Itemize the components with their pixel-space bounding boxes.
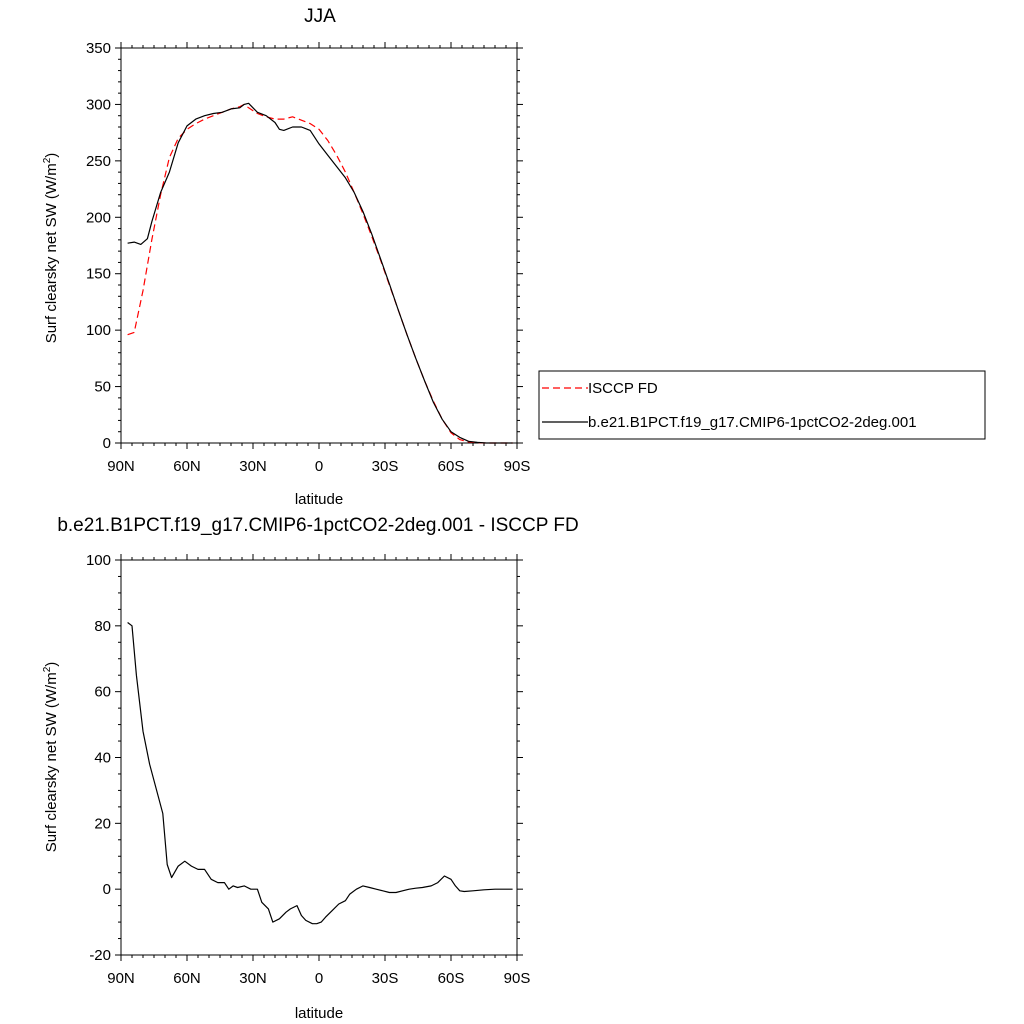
top-plot-area: 90N 60N 30N 0 30S 60S 90S 0 50 100 150 200 250 300 350 [86,40,530,475]
legend: ISCCP FD b.e21.B1PCT.f19_g17.CMIP6-1pctC… [538,370,986,440]
top-y-tick-label: 250 [86,153,111,170]
bottom-series-line-0 [127,622,513,925]
bottom-y-label-main: Surf clearsky net SW (W/m [43,672,60,852]
bottom-y-tick-label: 80 [94,618,111,635]
bottom-plot-area: 90N 60N 30N 0 30S 60S 90S -20 0 20 40 60 80 100 [86,552,530,987]
top-x-tick-label: 30N [239,458,267,475]
bottom-y-tick-label: 60 [94,684,111,701]
top-y-tick-label: 300 [86,96,111,113]
top-y-tick-label: 350 [86,40,111,57]
top-x-tick-label: 0 [315,458,323,475]
bottom-x-tick-label: 90S [504,970,531,987]
bottom-x-tick-label: 60N [173,970,201,987]
top-y-tick-label: 50 [94,379,111,396]
bottom-y-tick-label: 20 [94,815,111,832]
top-y-tick-label: 150 [86,266,111,283]
top-series-line-1 [127,102,513,444]
bottom-x-axis-label: latitude [295,1005,343,1022]
top-x-tick-label: 30S [372,458,399,475]
bottom-plot-frame [120,559,518,956]
top-x-tick-label: 90N [107,458,135,475]
top-chart-title: JJA [304,6,336,27]
top-x-axis-label: latitude [295,491,343,508]
top-y-tick-label: 100 [86,322,111,339]
bottom-y-label-sup: 2 [42,666,53,672]
legend-label-model: b.e21.B1PCT.f19_g17.CMIP6-1pctCO2-2deg.0… [588,414,917,431]
top-y-tick-label: 200 [86,209,111,226]
top-y-label-tail: ) [43,153,60,158]
bottom-x-tick-label: 90N [107,970,135,987]
top-y-tick-label: 0 [103,435,111,452]
top-plot-frame [120,47,518,444]
top-x-tick-label: 60N [173,458,201,475]
legend-frame [538,370,986,440]
bottom-y-tick-label: 40 [94,750,111,767]
top-x-tick-label: 60S [438,458,465,475]
top-x-tick-label: 90S [504,458,531,475]
top-series-line-0 [127,103,513,444]
top-y-label-main: Surf clearsky net SW (W/m [43,163,60,343]
top-y-axis-label: Surf clearsky net SW (W/m2) [42,153,60,344]
top-panel: JJA 90N 60N 30N 0 30S 60S 90S 0 50 100 150 200 250 30… [42,6,530,508]
bottom-x-tick-label: 30N [239,970,267,987]
bottom-y-tick-label: 0 [103,881,111,898]
bottom-y-tick-label: -20 [89,947,111,964]
bottom-x-tick-label: 60S [438,970,465,987]
bottom-panel: b.e21.B1PCT.f19_g17.CMIP6-1pctCO2-2deg.0… [42,515,579,1022]
bottom-chart-title: b.e21.B1PCT.f19_g17.CMIP6-1pctCO2-2deg.0… [57,515,578,536]
legend-label-isccp: ISCCP FD [588,380,658,397]
top-y-label-sup: 2 [42,157,53,163]
bottom-y-axis-label: Surf clearsky net SW (W/m2) [42,662,60,853]
bottom-x-tick-label: 0 [315,970,323,987]
bottom-x-tick-label: 30S [372,970,399,987]
bottom-y-label-tail: ) [43,662,60,667]
bottom-y-tick-label: 100 [86,552,111,569]
